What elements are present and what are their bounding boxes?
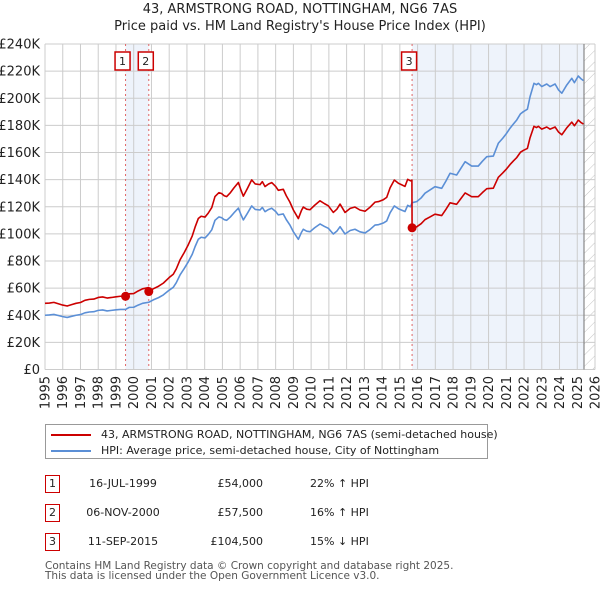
x-tick-label: 2004 [198, 376, 213, 409]
sale-price: £57,500 [217, 506, 264, 519]
legend-label-property: 43, ARMSTRONG ROAD, NOTTINGHAM, NG6 7AS … [101, 428, 498, 441]
sale-badge-box [400, 51, 418, 71]
y-tick-label: £100K [0, 227, 40, 242]
y-tick-label: £220K [0, 65, 40, 80]
y-tick-label: £200K [0, 92, 40, 107]
x-tick-label: 2005 [216, 376, 231, 409]
sale-badge-label: 1 [119, 55, 126, 68]
legend-item-hpi: HPI: Average price, semi-detached house,… [46, 443, 487, 459]
y-tick-label: £120K [0, 200, 40, 215]
x-tick-label: 2024 [553, 376, 568, 409]
x-tick-label: 2013 [358, 376, 373, 409]
x-tick-label: 2011 [322, 376, 337, 409]
sale-point [407, 223, 417, 233]
legend-item-property: 43, ARMSTRONG ROAD, NOTTINGHAM, NG6 7AS … [46, 427, 498, 443]
series-line-hpi [44, 75, 584, 319]
footer-licence: This data is licensed under the Open Gov… [45, 570, 380, 582]
x-tick-label: 2012 [340, 376, 355, 409]
x-tick-label: 2026 [589, 376, 600, 409]
x-tick-label: 2007 [251, 376, 266, 409]
chart-subtitle: Price paid vs. HM Land Registry's House … [114, 19, 486, 34]
sale-price: £54,000 [217, 477, 264, 490]
sale-badge-chart: 1 [114, 51, 131, 71]
x-tick-label: 2009 [287, 376, 302, 409]
sale-point [144, 287, 154, 297]
sale-date: 06-NOV-2000 [86, 506, 160, 519]
sale-date: 16-JUL-1999 [89, 477, 157, 490]
y-tick-label: £20K [7, 336, 41, 351]
x-tick-label: 2019 [464, 376, 479, 409]
sale-badge: 1 [45, 475, 60, 493]
x-tick-label: 2001 [145, 376, 160, 409]
x-tick-label: 2023 [535, 376, 550, 409]
legend-swatch-property [51, 434, 91, 436]
chart-title: 43, ARMSTRONG ROAD, NOTTINGHAM, NG6 7AS [142, 2, 458, 17]
sale-badge: 3 [45, 533, 60, 551]
x-tick-label: 2006 [234, 376, 249, 409]
x-tick-label: 1996 [56, 376, 71, 409]
sale-badge-label: 2 [142, 55, 149, 68]
sale-badge: 2 [45, 504, 60, 522]
footer-copyright: Contains HM Land Registry data © Crown c… [45, 560, 454, 572]
y-tick-label: £180K [0, 119, 40, 134]
x-tick-label: 2002 [163, 376, 178, 409]
x-tick-label: 2017 [429, 376, 444, 409]
x-tick-label: 1995 [39, 376, 54, 409]
x-tick-label: 2016 [411, 376, 426, 409]
sale-hpi-delta: 15% ↓ HPI [310, 535, 369, 548]
y-tick-label: £0 [23, 363, 40, 378]
sale-badge-box [114, 51, 131, 71]
sale-badge-box [137, 51, 155, 71]
x-tick-label: 2025 [571, 376, 586, 409]
y-tick-label: £140K [0, 173, 40, 188]
legend-label-hpi: HPI: Average price, semi-detached house,… [101, 444, 440, 457]
y-tick-label: £240K [0, 38, 40, 53]
x-tick-label: 1997 [74, 376, 89, 409]
x-tick-label: 1999 [109, 376, 124, 409]
x-tick-label: 1998 [92, 376, 107, 409]
sale-point [121, 291, 131, 301]
y-tick-label: £60K [7, 282, 41, 297]
y-tick-label: £40K [7, 309, 41, 324]
x-tick-label: 2010 [305, 376, 320, 409]
sale-badge-label: 3 [406, 55, 413, 68]
price-chart: 1 2 3 £0 £20K £40K £60K £80K £100K £120K £140K £160… [0, 38, 600, 410]
legend: 43, ARMSTRONG ROAD, NOTTINGHAM, NG6 7AS … [45, 424, 498, 459]
sale-date: 11-SEP-2015 [87, 535, 159, 548]
y-tick-label: £80K [7, 255, 41, 270]
legend-swatch-hpi [51, 450, 91, 452]
table-row: 1 16-JUL-1999 £54,000 22% ↑ HPI [0, 474, 600, 494]
x-tick-label: 2008 [269, 376, 284, 409]
x-tick-label: 2015 [393, 376, 408, 409]
x-tick-label: 2022 [518, 376, 533, 409]
sale-price: £104,500 [210, 535, 264, 548]
y-tick-label: £160K [0, 146, 40, 161]
x-tick-label: 2018 [447, 376, 462, 409]
sale-hpi-delta: 16% ↑ HPI [310, 506, 369, 519]
x-tick-label: 2021 [500, 376, 515, 409]
x-tick-label: 2020 [482, 376, 497, 409]
x-tick-label: 2003 [180, 376, 195, 409]
x-tick-label: 2000 [127, 376, 142, 409]
table-row: 3 11-SEP-2015 £104,500 15% ↓ HPI [0, 532, 600, 552]
sale-badge-chart: 3 [400, 51, 418, 71]
sale-badge-chart: 2 [137, 51, 155, 71]
x-tick-label: 2014 [376, 376, 391, 409]
sale-hpi-delta: 22% ↑ HPI [310, 477, 369, 490]
table-row: 2 06-NOV-2000 £57,500 16% ↑ HPI [0, 503, 600, 523]
